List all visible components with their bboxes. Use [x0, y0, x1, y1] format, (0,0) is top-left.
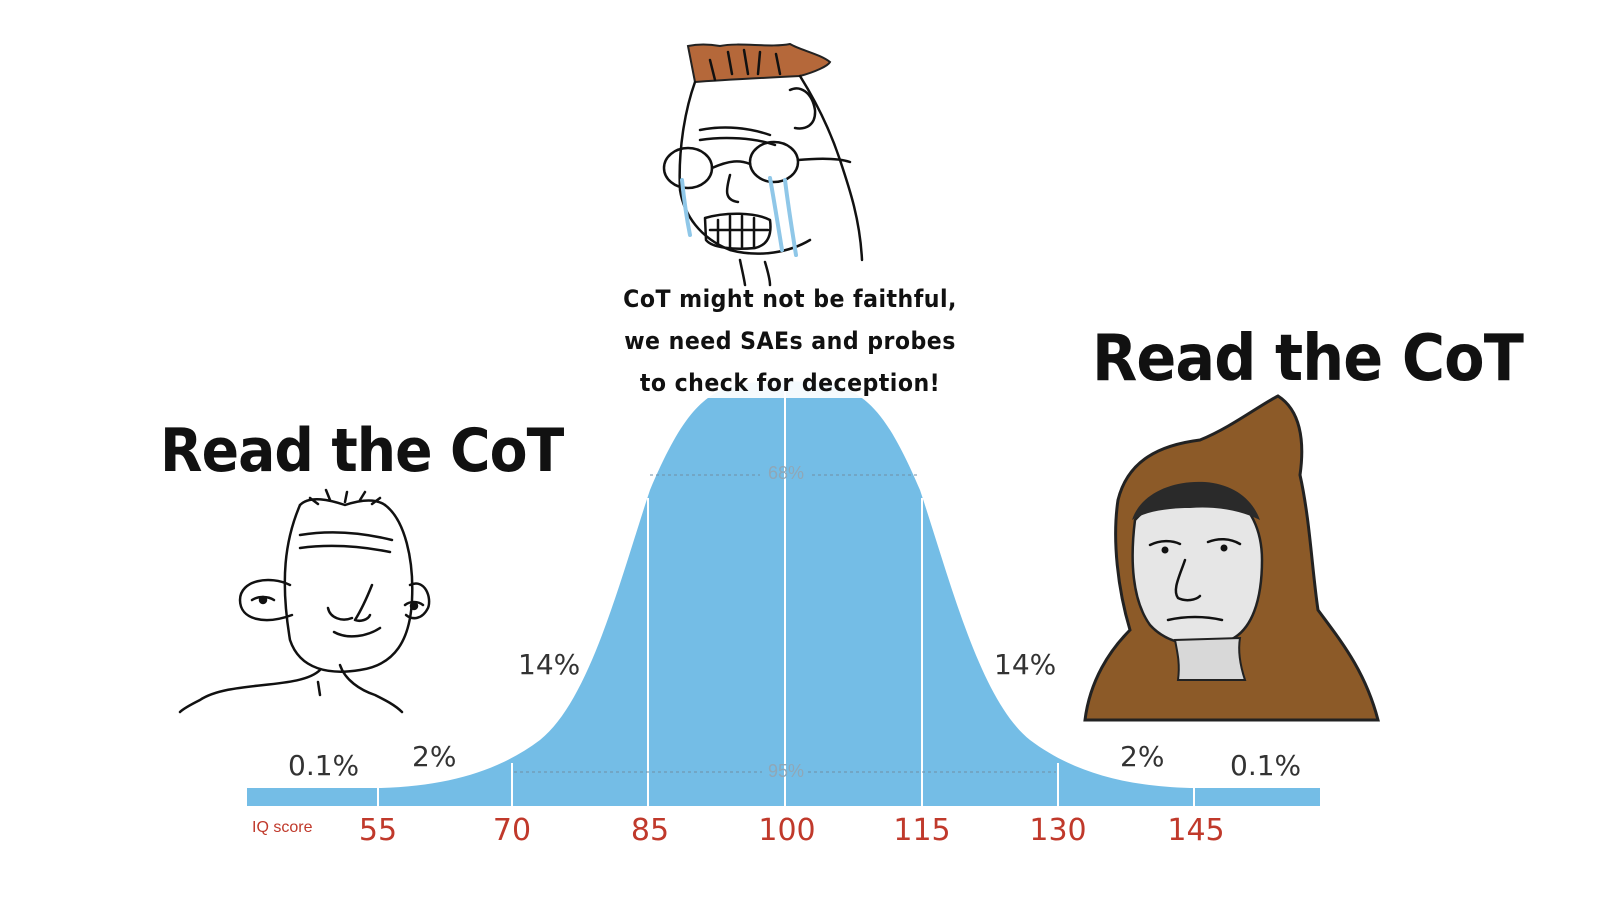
right-tail-label: 0.1% [1230, 749, 1301, 782]
right-outer-label: 2% [1120, 740, 1164, 773]
tick-label: 145 [1167, 813, 1224, 848]
tick-label: 85 [631, 813, 669, 848]
right-caption: Read the CoT [1092, 322, 1524, 396]
neck [1173, 636, 1247, 681]
face [1131, 490, 1264, 647]
left-caption: Read the CoT [160, 416, 564, 486]
right-hooded-monk-figure [1083, 394, 1380, 722]
right-mid-label: 14% [994, 648, 1056, 681]
left-wojak-figure [178, 488, 431, 714]
tick-label: 100 [758, 813, 815, 848]
caption-backdrop [600, 276, 980, 398]
axis-ticks: 55 70 85 100 115 130 145 [359, 813, 1225, 848]
monk-hair [1132, 481, 1260, 520]
axis-title: IQ score [252, 819, 313, 836]
tick-label: 70 [493, 813, 531, 848]
middle-caption: CoT might not be faithful, we need SAEs … [615, 278, 965, 404]
tick-label: 115 [893, 813, 950, 848]
left-outer-label: 2% [412, 740, 456, 773]
tick-label: 130 [1029, 813, 1086, 848]
inner-range-label: 68% [768, 463, 804, 483]
middle-caption-line: CoT might not be faithful, [623, 285, 957, 313]
left-tail-label: 0.1% [288, 749, 359, 782]
middle-caption-line: to check for deception! [639, 369, 941, 397]
sd-dividers [377, 382, 1195, 806]
range-lines [514, 474, 1056, 773]
middle-caption-line: we need SAEs and probes [624, 327, 956, 355]
left-mid-label: 14% [518, 648, 580, 681]
outer-range-label: 95% [768, 761, 804, 781]
bell-curve-area [247, 381, 1320, 806]
middle-crying-wojak-figure [662, 42, 864, 287]
tick-label: 55 [359, 813, 397, 848]
